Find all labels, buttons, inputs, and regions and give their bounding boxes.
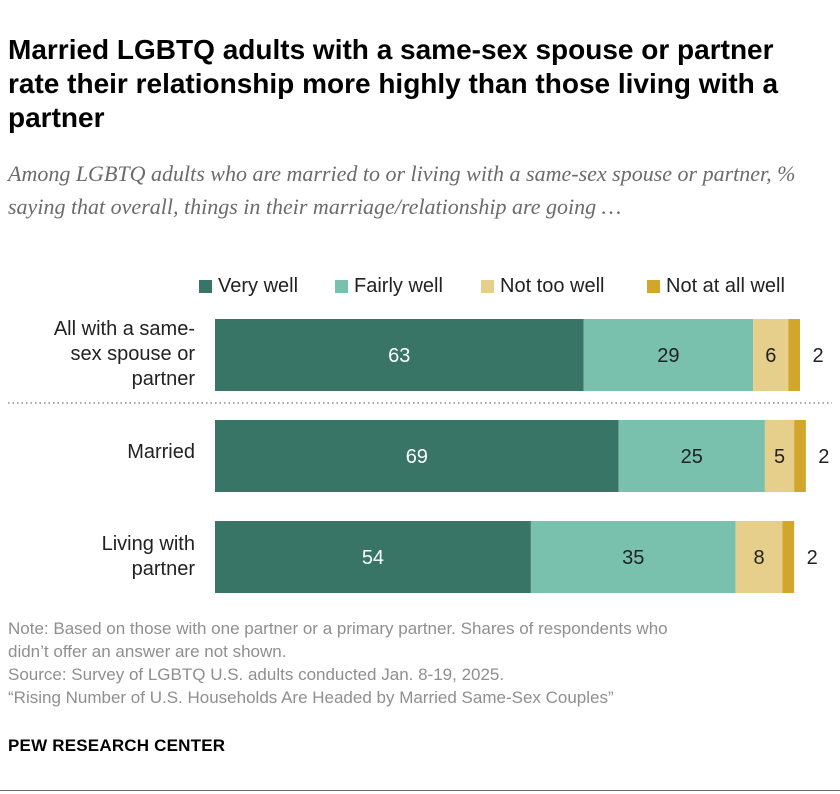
row-label-married: Married — [127, 440, 195, 465]
row-label-living-with-partner: Living with partner — [102, 532, 195, 582]
data-label-living-fairly-well: 35 — [622, 547, 644, 569]
bar-living-very-well — [215, 521, 531, 593]
legend-label-fairly-well: Fairly well — [354, 275, 443, 297]
row-label-all-line-1: All with a same- — [53, 318, 195, 340]
data-label-all-not-at-all-well: 2 — [812, 345, 823, 367]
legend-item-not-at-all-well: Not at all well — [647, 275, 785, 298]
legend-swatch-very-well — [199, 280, 212, 293]
chart-legend: Very well Fairly well Not too well Not a… — [0, 275, 840, 299]
bar-living-not-too-well — [735, 521, 783, 593]
bar-living-not-at-all-well — [782, 521, 795, 593]
legend-swatch-not-too-well — [481, 280, 494, 293]
legend-label-not-too-well: Not too well — [500, 275, 605, 297]
data-label-all-fairly-well: 29 — [657, 345, 679, 367]
note-line-1: Note: Based on those with one partner or… — [8, 619, 668, 638]
source-line: Source: Survey of LGBTQ U.S. adults cond… — [8, 665, 505, 684]
bar-married-not-too-well — [764, 420, 795, 492]
data-label-all-not-too-well: 6 — [765, 345, 776, 367]
legend-swatch-fairly-well — [335, 280, 348, 293]
row-label-all-line-3: partner — [131, 368, 195, 390]
data-label-all-very-well: 63 — [388, 345, 410, 367]
data-label-married-very-well: 69 — [406, 446, 428, 468]
data-label-married-not-at-all-well: 2 — [818, 446, 829, 468]
note-line-2: didn’t offer an answer are not shown. — [8, 642, 287, 661]
row-label-living-line-2: partner — [131, 558, 195, 580]
stacked-bar-chart: 63 29 6 2 69 25 5 2 54 35 8 2 — [8, 319, 832, 593]
data-label-married-not-too-well: 5 — [774, 446, 785, 468]
chart-subtitle: Among LGBTQ adults who are married to or… — [8, 161, 796, 219]
row-label-married-line-1: Married — [127, 441, 195, 463]
bottom-rule — [0, 790, 840, 791]
legend-swatch-not-at-all-well — [647, 280, 660, 293]
brand-name: PEW RESEARCH CENTER — [8, 736, 226, 755]
bar-living-fairly-well — [530, 521, 736, 593]
bar-married-very-well — [215, 420, 619, 492]
report-title-line: “Rising Number of U.S. Households Are He… — [8, 688, 614, 707]
bar-all-not-at-all-well — [788, 319, 800, 391]
legend-item-not-too-well: Not too well — [481, 275, 605, 298]
data-label-living-not-too-well: 8 — [753, 547, 764, 569]
data-label-living-not-at-all-well: 2 — [807, 547, 818, 569]
row-label-all-line-2: sex spouse or — [70, 343, 195, 365]
legend-item-fairly-well: Fairly well — [335, 275, 443, 298]
chart-note: Note: Based on those with one partner or… — [8, 617, 828, 709]
bar-married-not-at-all-well — [794, 420, 806, 492]
chart-title: Married LGBTQ adults with a same-sex spo… — [8, 34, 779, 133]
data-label-married-fairly-well: 25 — [681, 446, 703, 468]
legend-item-very-well: Very well — [199, 275, 298, 298]
legend-label-very-well: Very well — [218, 275, 299, 297]
row-label-all: All with a same- sex spouse or partner — [54, 317, 195, 392]
legend-label-not-at-all-well: Not at all well — [666, 275, 785, 297]
data-label-living-very-well: 54 — [362, 547, 384, 569]
bar-married-fairly-well — [618, 420, 765, 492]
bar-all-not-too-well — [753, 319, 789, 391]
row-label-living-line-1: Living with — [101, 533, 195, 555]
bar-all-very-well — [215, 319, 584, 391]
bar-all-fairly-well — [583, 319, 754, 391]
